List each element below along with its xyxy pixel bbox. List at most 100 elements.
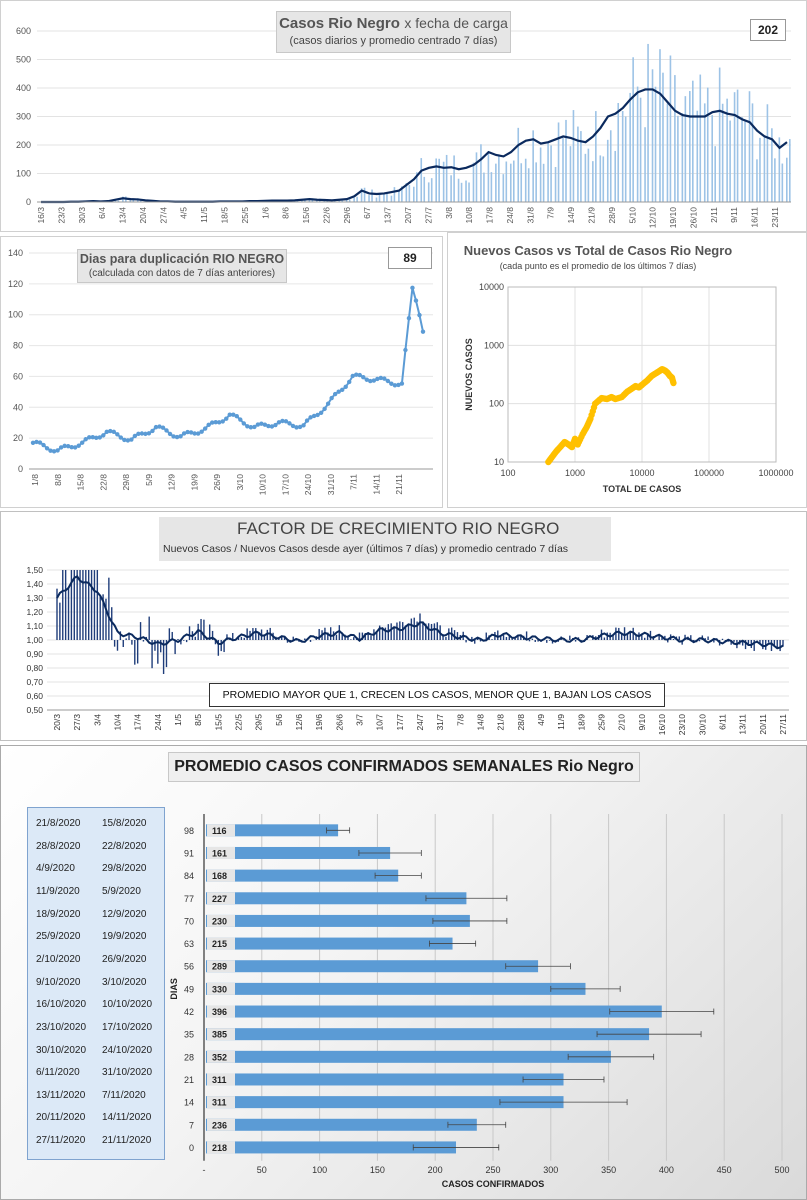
y-tick-label: 0 bbox=[26, 197, 31, 207]
daily-case-bar bbox=[614, 150, 617, 202]
weekly-bar bbox=[206, 1141, 457, 1154]
daily-case-bar bbox=[621, 111, 624, 202]
daily-case-bar bbox=[457, 178, 460, 202]
doubling-point bbox=[311, 413, 317, 419]
doubling-days-subtitle: (calculada con datos de 7 días anteriore… bbox=[88, 268, 276, 279]
weekly-bar bbox=[206, 1096, 564, 1109]
daily-case-bar bbox=[587, 148, 590, 202]
weekly-bar bbox=[206, 1118, 477, 1131]
daily-case-bar bbox=[363, 187, 366, 202]
daily-case-bar bbox=[535, 162, 537, 202]
y-tick-label: 10 bbox=[494, 457, 504, 467]
x-tick-label: 26/10 bbox=[688, 207, 698, 229]
daily-case-bar bbox=[505, 161, 508, 202]
plot-frame bbox=[507, 286, 777, 463]
date-end: 6/11/2020 bbox=[36, 1067, 80, 1079]
bar-value-label: 330 bbox=[212, 984, 227, 994]
doubling-days-plot: 0 20 40 60 80 100 120 140 1/8 8/8 15/8 22/8 29/8 5/9 1… bbox=[8, 248, 433, 496]
doubling-point bbox=[129, 437, 134, 442]
x-tick-label: 3/4 bbox=[92, 714, 102, 726]
dias-tick-label: 0 bbox=[189, 1143, 194, 1153]
daily-case-bar bbox=[592, 161, 594, 202]
bar-label-bg bbox=[207, 869, 235, 882]
x-tick-label: 10/8 bbox=[464, 207, 474, 224]
daily-case-bar bbox=[453, 155, 455, 202]
doubling-point bbox=[150, 428, 155, 434]
daily-case-bar bbox=[368, 195, 370, 202]
daily-case-bar bbox=[554, 167, 557, 202]
x-tick-label: - bbox=[203, 1165, 206, 1175]
bar-label-bg bbox=[207, 960, 235, 973]
doubling-point bbox=[266, 423, 271, 429]
doubling-point bbox=[30, 440, 36, 445]
daily-case-bar bbox=[654, 86, 657, 202]
y-tick-label: 200 bbox=[16, 140, 31, 150]
doubling-point bbox=[318, 410, 324, 416]
doubling-point bbox=[343, 384, 348, 390]
doubling-point bbox=[83, 437, 88, 442]
weekly-bar bbox=[206, 824, 339, 837]
x-tick-label: 17/10 bbox=[280, 474, 290, 496]
x-tick-label: 27/7 bbox=[423, 207, 433, 224]
x-tick-label: 13/4 bbox=[118, 207, 128, 224]
doubling-point bbox=[65, 443, 71, 449]
daily-case-bar bbox=[527, 168, 530, 202]
weekly-average-plot: -50 100 150 200 250 300 350 400 450 5001169816191… bbox=[169, 814, 790, 1189]
x-tick-label: 16/11 bbox=[750, 207, 760, 228]
doubling-point bbox=[336, 389, 341, 394]
daily-case-bar bbox=[632, 57, 634, 202]
doubling-point bbox=[301, 423, 306, 428]
doubling-point bbox=[347, 379, 352, 385]
x-tick-label: 29/8 bbox=[121, 474, 131, 491]
y-tick-label: 1,30 bbox=[26, 593, 43, 603]
daily-case-bar bbox=[759, 137, 761, 202]
x-tick-label: 19/10 bbox=[668, 207, 678, 229]
daily-case-bar bbox=[430, 178, 433, 202]
date-start: 17/10/2020 bbox=[102, 1021, 153, 1033]
x-tick-label: 4/5 bbox=[179, 207, 189, 219]
weekly-bar bbox=[206, 914, 470, 927]
daily-case-bar bbox=[606, 139, 609, 202]
daily-case-bar bbox=[786, 157, 788, 202]
daily-case-bar bbox=[651, 69, 654, 203]
x-tick-label: 6/4 bbox=[97, 207, 107, 219]
bar-value-label: 168 bbox=[212, 871, 227, 881]
daily-case-bar bbox=[636, 86, 639, 202]
daily-case-bar bbox=[692, 80, 694, 202]
weekly-bar bbox=[206, 869, 399, 882]
x-tick-label: 17/4 bbox=[133, 714, 143, 731]
doubling-point bbox=[269, 424, 275, 429]
y-tick-label: 80 bbox=[13, 341, 23, 351]
x-tick-label: 7/9 bbox=[546, 207, 556, 219]
daily-case-bar bbox=[711, 115, 713, 202]
doubling-point bbox=[238, 417, 243, 422]
daily-case-bar bbox=[744, 121, 746, 202]
y-tick-label: 10000 bbox=[479, 282, 504, 292]
x-tick-label: 23/10 bbox=[677, 714, 687, 736]
date-start: 15/8/2020 bbox=[102, 818, 147, 829]
daily-case-bar bbox=[480, 144, 482, 202]
doubling-point bbox=[160, 425, 166, 430]
x-tick-label: 7/8 bbox=[455, 714, 465, 726]
doubling-point bbox=[44, 446, 50, 451]
daily-case-bar bbox=[378, 194, 381, 202]
x-tick-label: 27/4 bbox=[158, 207, 168, 224]
doubling-point bbox=[332, 391, 338, 397]
x-tick-label: 4/9 bbox=[536, 714, 546, 726]
daily-case-bar bbox=[572, 110, 575, 202]
daily-case-bar bbox=[405, 183, 408, 202]
dias-tick-label: 70 bbox=[184, 916, 194, 926]
daily-case-bar bbox=[624, 116, 627, 202]
daily-case-bar bbox=[390, 195, 393, 202]
doubling-point bbox=[188, 430, 194, 435]
daily-case-bar bbox=[498, 154, 500, 202]
y-tick-label: 0,60 bbox=[26, 691, 43, 701]
growth-factor-title-box: FACTOR DE CRECIMIENTO RIO NEGRO Nuevos C… bbox=[159, 517, 611, 561]
daily-case-bar bbox=[659, 49, 661, 202]
x-tick-label: 100 bbox=[312, 1165, 327, 1175]
doubling-point bbox=[174, 434, 180, 440]
dias-tick-label: 35 bbox=[184, 1030, 194, 1040]
date-end: 28/8/2020 bbox=[36, 840, 81, 852]
doubling-point bbox=[403, 347, 408, 353]
doubling-point bbox=[101, 433, 106, 438]
